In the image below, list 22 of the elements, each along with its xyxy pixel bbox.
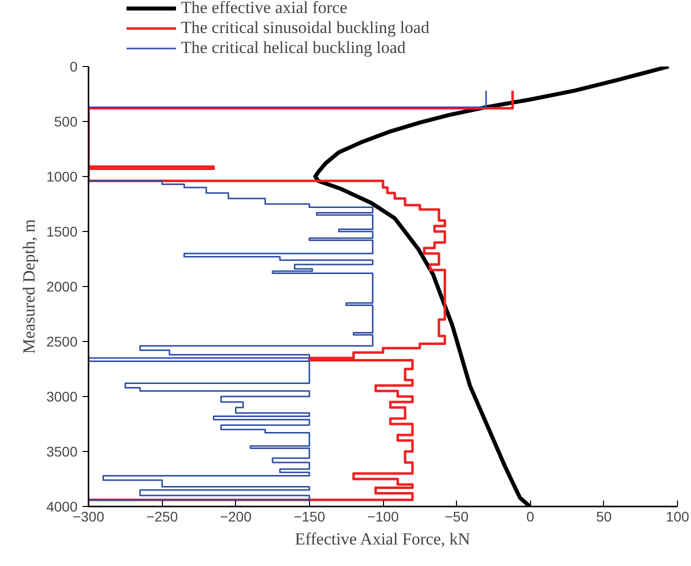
legend-label: The critical sinusoidal buckling load [181, 18, 430, 38]
y-tick-label: 0 [70, 58, 78, 74]
x-tick-label: −100 [367, 508, 399, 524]
y-tick-label: 1500 [46, 224, 78, 240]
y-tick-label: 3500 [46, 444, 78, 460]
x-tick-label: −150 [294, 508, 326, 524]
y-axis-title: Measured Depth, m [19, 219, 38, 354]
x-tick-label: −200 [220, 508, 252, 524]
legend-label: The effective axial force [181, 0, 348, 18]
y-tick-label: 4000 [46, 498, 78, 514]
x-axis-title: Effective Axial Force, kN [294, 530, 470, 548]
legend-label: The critical helical buckling load [181, 38, 406, 58]
x-tick-label: 50 [596, 508, 612, 524]
x-tick-label: 100 [666, 508, 690, 524]
y-tick-label: 3000 [46, 388, 78, 404]
y-tick-label: 500 [54, 114, 78, 130]
y-tick-label: 1000 [46, 168, 78, 184]
x-tick-label: 0 [526, 508, 534, 524]
y-tick-label: 2000 [46, 278, 78, 294]
x-tick-label: −50 [444, 508, 469, 524]
x-tick-label: −250 [146, 508, 178, 524]
y-tick-label: 2500 [46, 334, 78, 350]
